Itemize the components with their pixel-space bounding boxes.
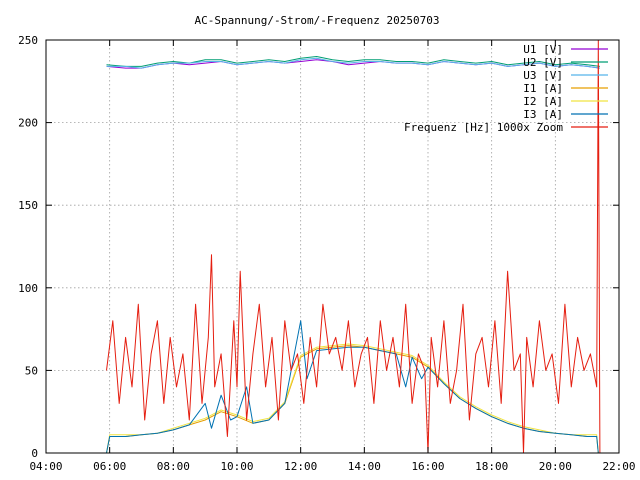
legend-label: U1 [V] <box>523 43 563 56</box>
series-line-5 <box>106 343 599 454</box>
x-tick-label: 12:00 <box>284 460 317 473</box>
series-line-6 <box>106 320 599 454</box>
x-tick-label: 06:00 <box>93 460 126 473</box>
series-line-3 <box>106 57 600 69</box>
series-line-7 <box>106 39 601 454</box>
y-tick-label: 0 <box>31 447 38 460</box>
y-tick-label: 150 <box>18 199 38 212</box>
grid <box>46 40 619 453</box>
legend: U1 [V]U2 [V]U3 [V]I1 [A]I2 [A]I3 [A]Freq… <box>404 43 608 134</box>
plot-frame <box>45 39 620 454</box>
x-tick-label: 22:00 <box>602 460 635 473</box>
x-tick-label: 10:00 <box>220 460 253 473</box>
x-tick-label: 08:00 <box>157 460 190 473</box>
legend-label: U3 [V] <box>523 69 563 82</box>
y-tick-label: 100 <box>18 282 38 295</box>
series-layer <box>106 39 601 454</box>
legend-label: I1 [A] <box>523 82 563 95</box>
y-tick-label: 50 <box>25 364 38 377</box>
legend-label: I3 [A] <box>523 108 563 121</box>
legend-label: U2 [V] <box>523 56 563 69</box>
chart-title: AC-Spannung/-Strom/-Frequenz 20250703 <box>194 14 439 27</box>
x-tick-label: 14:00 <box>348 460 381 473</box>
x-tick-label: 18:00 <box>475 460 508 473</box>
y-tick-label: 250 <box>18 34 38 47</box>
x-tick-label: 20:00 <box>539 460 572 473</box>
x-tick-label: 16:00 <box>411 460 444 473</box>
x-tick-label: 04:00 <box>29 460 62 473</box>
axis-ticks: 04:00 06:00 08:00 10:00 12:00 14:00 16:00 18:00… <box>18 34 635 473</box>
legend-label: I2 [A] <box>523 95 563 108</box>
legend-label: Frequenz [Hz] 1000x Zoom <box>404 121 563 134</box>
y-tick-label: 200 <box>18 117 38 130</box>
